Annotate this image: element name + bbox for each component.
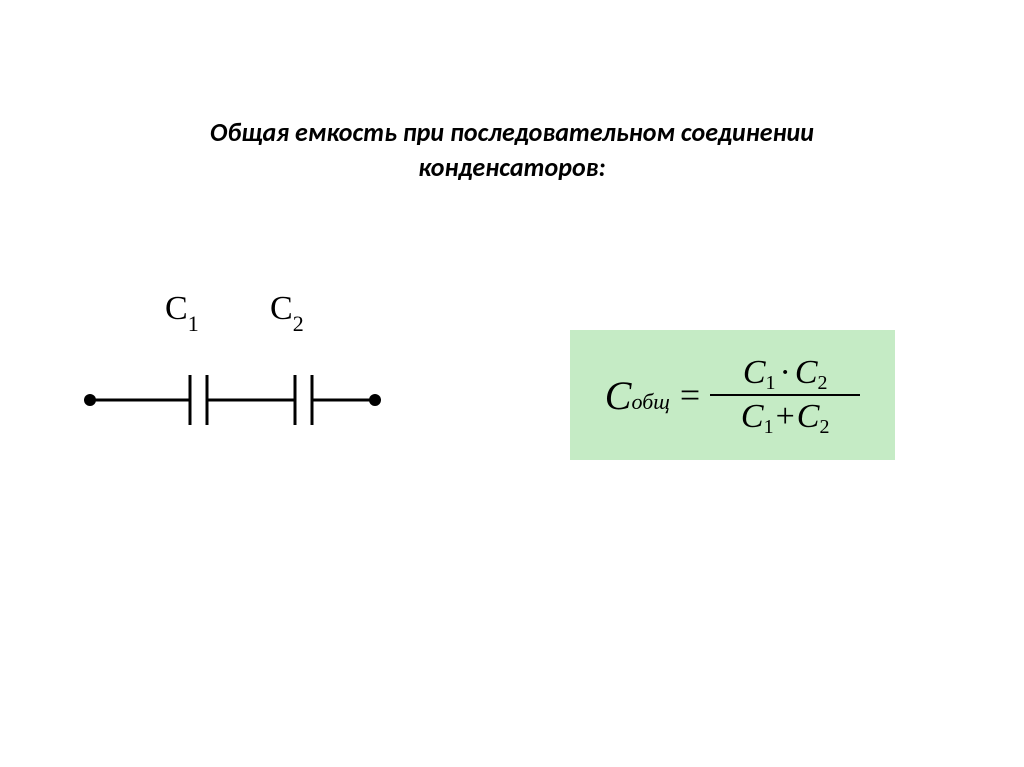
num-t1-var: C [743, 354, 766, 392]
num-op: · [780, 354, 791, 392]
den-op: + [776, 398, 795, 436]
page-title: Общая емкость при последовательном соеди… [0, 115, 1024, 185]
formula-box: Cобщ = C1 · C2 C1 + C2 [570, 330, 895, 460]
cap-label-var: C [270, 290, 293, 327]
formula-result-sub: общ [631, 389, 669, 415]
cap-label-sub: 1 [188, 311, 199, 336]
capacitor-label-C1: C1 [165, 290, 199, 333]
circuit-svg [70, 290, 400, 470]
cap-label-sub: 2 [293, 311, 304, 336]
circuit-diagram: C1C2 [70, 290, 400, 470]
fraction: C1 · C2 C1 + C2 [710, 352, 860, 438]
num-t1-sub: 1 [766, 372, 776, 395]
num-t2-var: C [795, 354, 818, 392]
numerator: C1 · C2 [737, 352, 834, 394]
den-t1-var: C [741, 398, 764, 436]
denominator: C1 + C2 [735, 396, 836, 438]
capacitor-label-C2: C2 [270, 290, 304, 333]
cap-label-var: C [165, 290, 188, 327]
equals-sign: = [680, 374, 700, 416]
den-t2-sub: 2 [819, 416, 829, 439]
terminal-dot [369, 394, 381, 406]
den-t2-var: C [797, 398, 820, 436]
formula-result: Cобщ [605, 372, 670, 419]
title-line2: конденсаторов: [418, 151, 605, 183]
den-t1-sub: 1 [764, 416, 774, 439]
num-t2-sub: 2 [818, 372, 828, 395]
terminal-dot [84, 394, 96, 406]
title-line1: Общая емкость при последовательном соеди… [210, 116, 814, 148]
formula: Cобщ = C1 · C2 C1 + C2 [605, 352, 860, 438]
formula-result-var: C [605, 372, 632, 419]
